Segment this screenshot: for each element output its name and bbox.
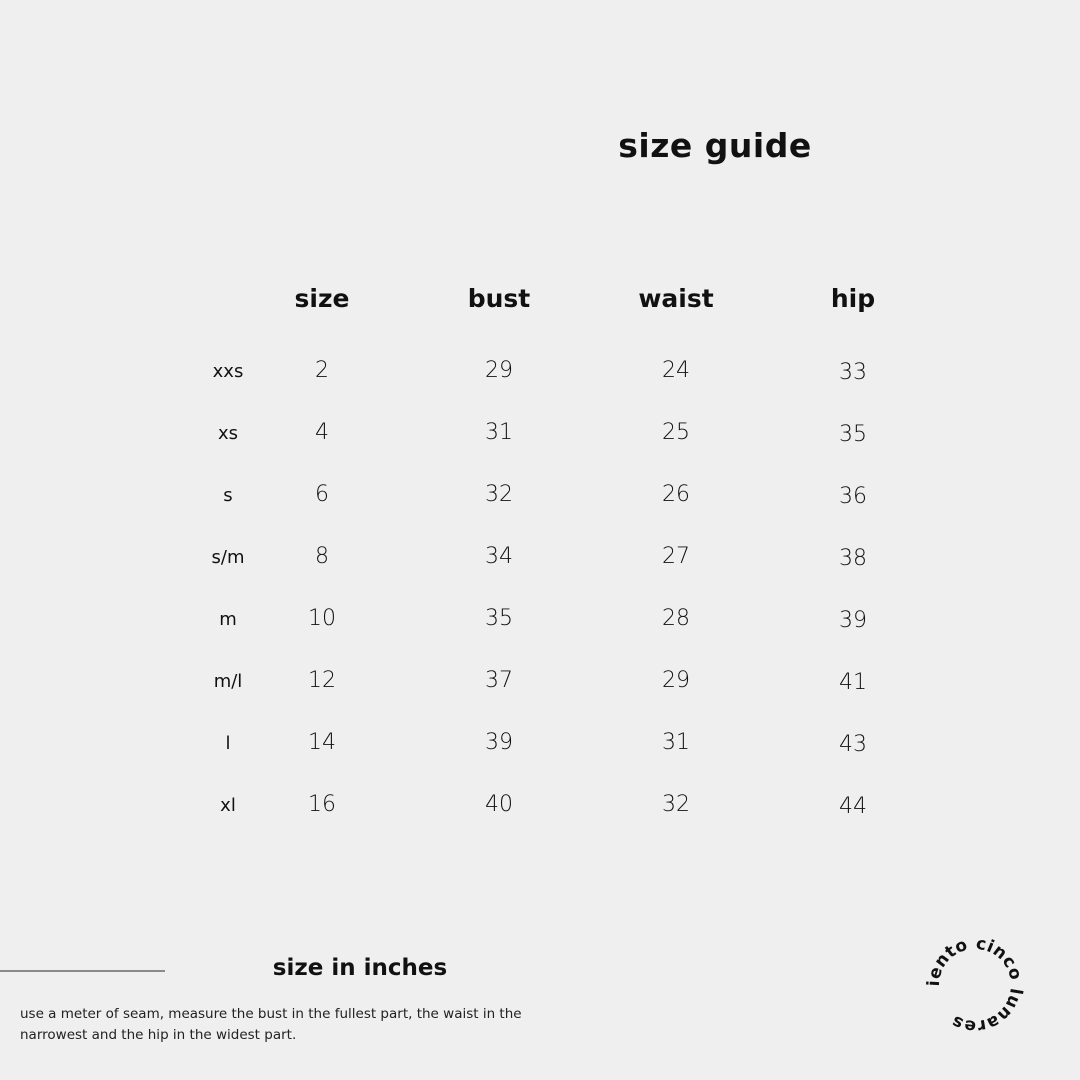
cell-waist: 29 xyxy=(662,668,690,693)
cell-hip: 33 xyxy=(839,360,867,385)
cell-waist: 27 xyxy=(662,544,690,569)
cell-bust: 29 xyxy=(485,358,513,383)
cell-hip: 38 xyxy=(839,546,867,571)
measuring-note: use a meter of seam, measure the bust in… xyxy=(20,1006,522,1043)
brand-logo: ciento cinco lunares xyxy=(915,925,1026,1036)
cell-bust: 39 xyxy=(485,730,513,755)
cell-waist: 32 xyxy=(662,792,690,817)
cell-size: 10 xyxy=(308,606,336,631)
column-header-size: size xyxy=(294,284,350,313)
row-size-label: l xyxy=(225,733,231,754)
cell-size: 2 xyxy=(315,358,329,383)
cell-hip: 43 xyxy=(839,732,867,757)
column-header-hip: hip xyxy=(830,284,876,313)
cell-waist: 26 xyxy=(662,482,690,507)
cell-waist: 31 xyxy=(662,730,690,755)
cell-waist: 24 xyxy=(662,358,690,383)
column-header-waist: waist xyxy=(638,284,714,313)
cell-waist: 28 xyxy=(662,606,690,631)
logo-text: ciento cinco lunares xyxy=(915,925,1026,1036)
cell-size: 8 xyxy=(315,544,329,569)
cell-bust: 37 xyxy=(485,668,513,693)
units-subtitle: size in inches xyxy=(272,955,448,981)
cell-hip: 44 xyxy=(839,794,867,819)
cell-size: 4 xyxy=(315,420,329,445)
cell-hip: 41 xyxy=(839,670,867,695)
row-size-label: s xyxy=(223,485,233,506)
page-title: size guide xyxy=(618,126,812,165)
divider-line xyxy=(0,970,165,972)
svg-text:ciento cinco lunares: ciento cinco lunares xyxy=(915,925,1026,1036)
row-size-label: xxs xyxy=(212,361,244,382)
cell-bust: 40 xyxy=(485,792,513,817)
cell-bust: 31 xyxy=(485,420,513,445)
cell-hip: 35 xyxy=(839,422,867,447)
cell-hip: 39 xyxy=(839,608,867,633)
cell-bust: 32 xyxy=(485,482,513,507)
cell-bust: 34 xyxy=(485,544,513,569)
row-size-label: m/l xyxy=(213,671,243,692)
cell-size: 16 xyxy=(308,792,336,817)
row-size-label: xl xyxy=(220,795,236,816)
cell-hip: 36 xyxy=(839,484,867,509)
row-size-label: s/m xyxy=(211,547,245,568)
cell-size: 14 xyxy=(308,730,336,755)
cell-bust: 35 xyxy=(485,606,513,631)
cell-size: 6 xyxy=(315,482,329,507)
row-size-label: m xyxy=(219,609,237,630)
cell-size: 12 xyxy=(308,668,336,693)
column-header-bust: bust xyxy=(467,284,531,313)
cell-waist: 25 xyxy=(662,420,690,445)
row-size-label: xs xyxy=(217,423,239,444)
